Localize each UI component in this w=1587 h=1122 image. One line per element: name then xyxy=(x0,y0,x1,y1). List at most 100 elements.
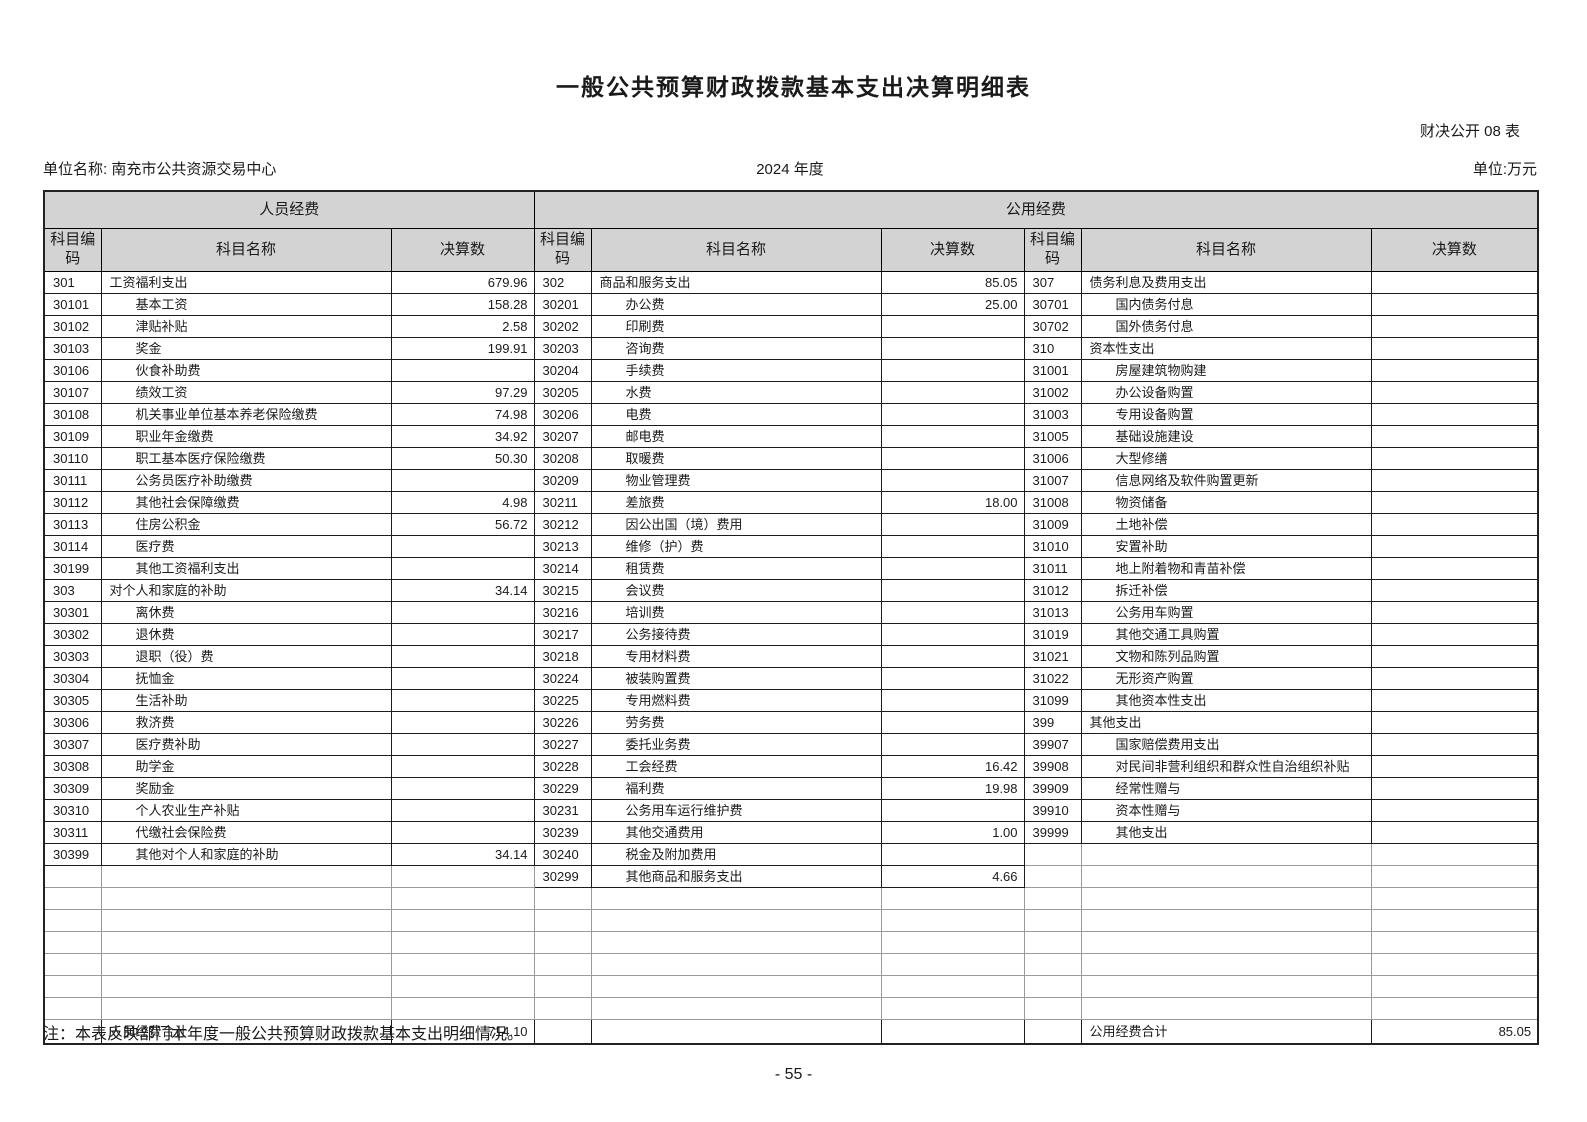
amount-cell: 18.00 xyxy=(880,491,1025,514)
subject-name-cell: 办公设备购置 xyxy=(1080,381,1372,404)
subject-name-cell: 其他工资福利支出 xyxy=(100,557,392,580)
col-header-name: 科目名称 xyxy=(100,228,392,272)
subject-code-cell: 31022 xyxy=(1023,667,1082,690)
subject-code-cell: 30229 xyxy=(533,777,592,800)
subject-code-cell: 30203 xyxy=(533,337,592,360)
subject-name-cell: 拆迁补偿 xyxy=(1080,579,1372,602)
subject-code-cell: 30215 xyxy=(533,579,592,602)
subject-code-cell: 30109 xyxy=(43,425,102,448)
subject-name-cell: 印刷费 xyxy=(590,315,882,338)
subject-code-cell: 30212 xyxy=(533,513,592,536)
subject-code-cell: 399 xyxy=(1023,711,1082,734)
subject-code-cell: 31007 xyxy=(1023,469,1082,492)
subject-name-cell: 对个人和家庭的补助 xyxy=(100,579,392,602)
subject-code-cell: 30216 xyxy=(533,601,592,624)
col-header-code: 科目编码 xyxy=(1023,228,1082,272)
expenditure-detail-table: 人员经费 公用经费 科目编码 科目名称 决算数 科目编码 科目名称 决算数 科目… xyxy=(43,190,1540,1045)
amount-cell: 199.91 xyxy=(390,337,535,360)
subject-name-cell: 税金及附加费用 xyxy=(590,843,882,866)
amount-cell xyxy=(880,469,1025,492)
subject-name-cell xyxy=(1080,953,1372,976)
subject-code-cell: 30207 xyxy=(533,425,592,448)
amount-cell xyxy=(390,557,535,580)
amount-cell xyxy=(880,843,1025,866)
amount-cell xyxy=(880,315,1025,338)
table-row: 30311 代缴社会保险费 30239 其他交通费用 1.00 39999 其他支出 xyxy=(43,821,1539,844)
amount-cell xyxy=(1370,293,1539,316)
amount-cell xyxy=(880,645,1025,668)
subject-code-cell: 30211 xyxy=(533,491,592,514)
subject-name-cell: 办公费 xyxy=(590,293,882,316)
amount-cell: 97.29 xyxy=(390,381,535,404)
subject-code-cell xyxy=(533,931,592,954)
subject-name-cell: 咨询费 xyxy=(590,337,882,360)
subject-name-cell: 其他对个人和家庭的补助 xyxy=(100,843,392,866)
subject-name-cell: 救济费 xyxy=(100,711,392,734)
table-row: 30306 救济费 30226 劳务费 399 其他支出 xyxy=(43,711,1539,734)
subject-name-cell xyxy=(1080,997,1372,1020)
table-row: 30309 奖励金 30229 福利费 19.98 39909 经常性赠与 xyxy=(43,777,1539,800)
subject-name-cell xyxy=(100,953,392,976)
amount-cell xyxy=(1370,469,1539,492)
amount-cell xyxy=(880,403,1025,426)
subject-code-cell: 30399 xyxy=(43,843,102,866)
amount-cell xyxy=(390,953,535,976)
subject-name-cell xyxy=(590,1019,882,1045)
subject-code-cell: 31011 xyxy=(1023,557,1082,580)
subject-code-cell: 30199 xyxy=(43,557,102,580)
subject-code-cell: 30107 xyxy=(43,381,102,404)
amount-cell: 4.66 xyxy=(880,865,1025,888)
table-row: 30111 公务员医疗补助缴费 30209 物业管理费 31007 信息网络及软件购置更新 xyxy=(43,469,1539,492)
group-header-personnel: 人员经费 xyxy=(43,190,535,229)
subject-name-cell: 信息网络及软件购置更新 xyxy=(1080,469,1372,492)
amount-cell: 19.98 xyxy=(880,777,1025,800)
amount-cell xyxy=(1370,579,1539,602)
amount-cell xyxy=(390,359,535,382)
subject-name-cell xyxy=(590,953,882,976)
amount-cell xyxy=(1370,447,1539,470)
subject-code-cell: 30306 xyxy=(43,711,102,734)
table-row xyxy=(43,931,1539,954)
table-row: 30113 住房公积金 56.72 30212 因公出国（境）费用 31009 土地补偿 xyxy=(43,513,1539,536)
subject-code-cell: 30309 xyxy=(43,777,102,800)
subject-code-cell: 39999 xyxy=(1023,821,1082,844)
subject-code-cell: 310 xyxy=(1023,337,1082,360)
col-header-code: 科目编码 xyxy=(43,228,102,272)
amount-cell xyxy=(390,887,535,910)
subject-code-cell: 30206 xyxy=(533,403,592,426)
subject-code-cell: 30702 xyxy=(1023,315,1082,338)
subject-name-cell: 房屋建筑物购建 xyxy=(1080,359,1372,382)
subject-name-cell: 津贴补贴 xyxy=(100,315,392,338)
subject-code-cell: 30111 xyxy=(43,469,102,492)
subject-code-cell: 31006 xyxy=(1023,447,1082,470)
amount-cell xyxy=(880,425,1025,448)
subject-name-cell: 租赁费 xyxy=(590,557,882,580)
subject-code-cell: 30213 xyxy=(533,535,592,558)
subject-code-cell: 30310 xyxy=(43,799,102,822)
amount-cell xyxy=(390,645,535,668)
subject-name-cell: 差旅费 xyxy=(590,491,882,514)
column-header-row: 科目编码 科目名称 决算数 科目编码 科目名称 决算数 科目编码 科目名称 决算… xyxy=(43,228,1539,272)
subject-code-cell: 31021 xyxy=(1023,645,1082,668)
subject-code-cell: 31002 xyxy=(1023,381,1082,404)
subject-name-cell: 公务用车运行维护费 xyxy=(590,799,882,822)
subject-code-cell: 39908 xyxy=(1023,755,1082,778)
subject-name-cell: 资本性赠与 xyxy=(1080,799,1372,822)
amount-cell xyxy=(1370,535,1539,558)
subject-name-cell xyxy=(100,975,392,998)
table-row: 30109 职业年金缴费 34.92 30207 邮电费 31005 基础设施建设 xyxy=(43,425,1539,448)
subject-code-cell xyxy=(1023,931,1082,954)
subject-code-cell: 31009 xyxy=(1023,513,1082,536)
subject-name-cell: 其他商品和服务支出 xyxy=(590,865,882,888)
amount-cell xyxy=(1370,733,1539,756)
amount-cell xyxy=(880,447,1025,470)
subject-code-cell: 30303 xyxy=(43,645,102,668)
amount-cell: 74.98 xyxy=(390,403,535,426)
amount-cell xyxy=(390,601,535,624)
subject-code-cell: 31005 xyxy=(1023,425,1082,448)
subject-name-cell: 离休费 xyxy=(100,601,392,624)
fiscal-year: 2024 年度 xyxy=(756,161,824,178)
amount-cell xyxy=(880,975,1025,998)
amount-cell xyxy=(880,909,1025,932)
subject-name-cell: 被装购置费 xyxy=(590,667,882,690)
